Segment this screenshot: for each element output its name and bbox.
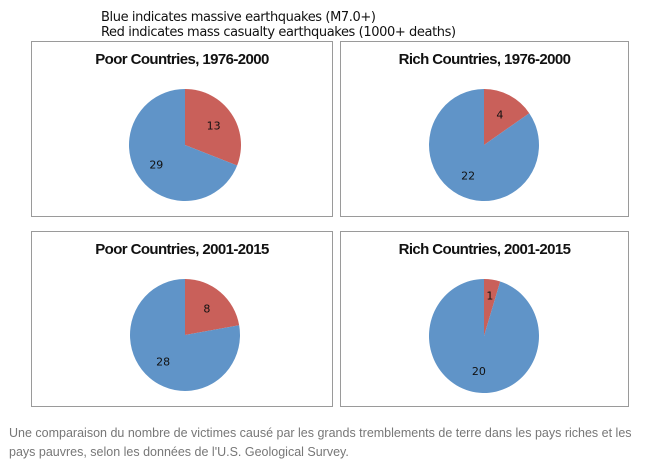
- pie-chart: 4 22: [429, 89, 539, 202]
- pie-chart: 13 29: [129, 89, 241, 201]
- pie-data-label: 8: [203, 302, 210, 315]
- pie-slice-blue: [129, 279, 240, 391]
- pie-slice-red: [484, 89, 530, 145]
- pie-data-label: 22: [461, 170, 475, 183]
- chart-title: Poor Countries, 2001-2015: [95, 241, 269, 258]
- pie-slice-red: [484, 279, 501, 336]
- pie-data-label: 4: [496, 108, 503, 121]
- chart-poor-1976-2000: 13 29 Poor Countries, 1976-2000: [31, 41, 333, 217]
- pie-chart: 8 28: [129, 279, 240, 391]
- chart-title: Rich Countries, 1976-2000: [398, 51, 571, 68]
- pie-chart: 1 20: [429, 279, 539, 393]
- chart-title: Rich Countries, 2001-2015: [398, 241, 571, 258]
- pie-slice-red: [185, 89, 241, 166]
- pie-slice-red: [185, 279, 240, 335]
- chart-rich-2001-2015: 1 20 Rich Countries, 2001-2015: [340, 231, 629, 407]
- pie-data-label: 20: [472, 365, 486, 378]
- chart-rich-1976-2000: 4 22 Rich Countries, 1976-2000: [340, 41, 629, 217]
- chart-poor-2001-2015: 8 28 Poor Countries, 2001-2015: [31, 231, 333, 407]
- pie-slice-blue: [429, 89, 539, 202]
- legend: Blue indicates massive earthquakes (M7.0…: [101, 10, 456, 40]
- pie-data-label: 13: [207, 119, 221, 132]
- pie-slice-blue: [129, 89, 238, 201]
- legend-blue: Blue indicates massive earthquakes (M7.0…: [101, 10, 376, 25]
- pie-data-label: 28: [156, 356, 170, 369]
- pie-slice-blue: [429, 279, 539, 393]
- caption: Une comparaison du nombre de victimes ca…: [9, 426, 632, 459]
- pie-data-label: 1: [486, 289, 493, 302]
- pie-data-label: 29: [149, 159, 163, 172]
- legend-red: Red indicates mass casualty earthquakes …: [101, 25, 456, 40]
- chart-title: Poor Countries, 1976-2000: [95, 51, 269, 68]
